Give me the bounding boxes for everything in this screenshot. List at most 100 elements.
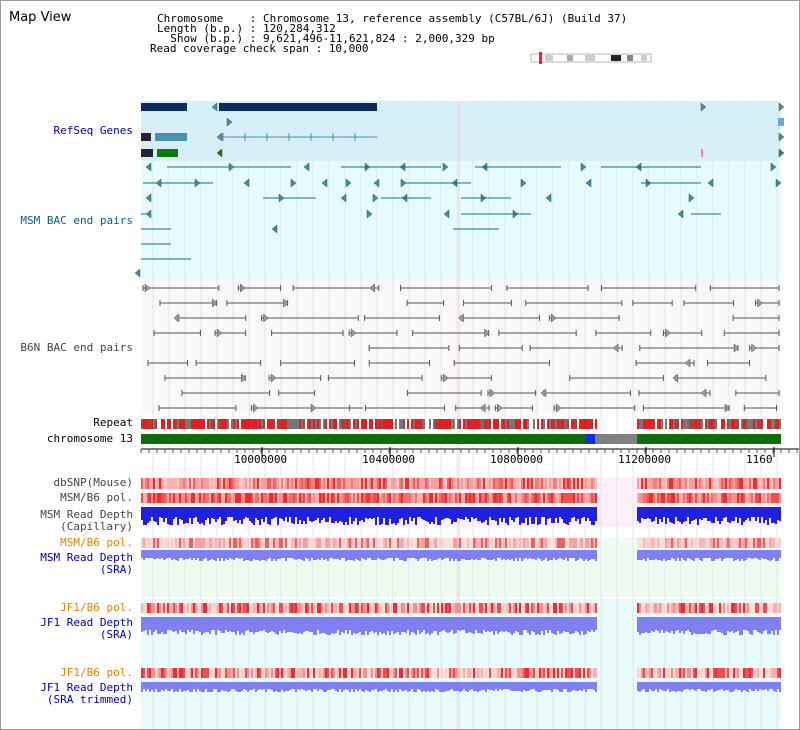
msm-pol-sra-heat-cell bbox=[517, 538, 519, 548]
track-label-b6n-bac[interactable]: B6N BAC end pairs bbox=[20, 341, 133, 354]
jf1-pol-heat-cell bbox=[285, 603, 287, 613]
track-label-msm-b6-pol-sra[interactable]: MSM/B6 pol. bbox=[60, 536, 133, 549]
msm-pol-heat-cell bbox=[185, 493, 187, 503]
track-label-msm-depth-capillary[interactable]: MSM Read Depth (Capillary) bbox=[40, 508, 133, 533]
track-label-dbsnp[interactable]: dbSNP(Mouse) bbox=[53, 476, 133, 489]
repeat-segment bbox=[233, 419, 235, 429]
jf1-depth-sra-bar bbox=[575, 617, 577, 631]
msm-pol-sra-heat-cell bbox=[159, 538, 161, 548]
msm-pol-sra-heat-cell bbox=[719, 538, 721, 548]
msm-depth-sra-bar bbox=[571, 550, 573, 558]
track-label-jf1-depth-trimmed[interactable]: JF1 Read Depth (SRA trimmed) bbox=[40, 681, 133, 706]
msm-depth-sra-bar bbox=[411, 550, 413, 558]
dbsnp-heat-cell bbox=[369, 478, 371, 489]
repeat-segment bbox=[419, 419, 421, 429]
dbsnp-heat-cell bbox=[643, 478, 645, 489]
jf1-pol-heat-cell bbox=[517, 603, 519, 613]
repeat-segment bbox=[165, 419, 167, 429]
repeat-segment bbox=[171, 419, 173, 429]
jf1-pol-trim-heat-cell bbox=[327, 668, 329, 678]
msm-pol-heat-cell bbox=[265, 493, 267, 503]
repeat-segment bbox=[247, 419, 249, 429]
jf1-pol-trim-heat-cell bbox=[679, 668, 681, 678]
jf1-pol-trim-heat-cell bbox=[649, 668, 651, 678]
jf1-pol-trim-heat-cell bbox=[393, 668, 395, 678]
jf1-depth-trim-bar bbox=[407, 682, 409, 692]
jf1-pol-trim-heat-cell bbox=[697, 668, 699, 678]
msm-pol-sra-heat-cell bbox=[401, 538, 403, 548]
jf1-depth-sra-bar bbox=[511, 617, 513, 635]
repeat-segment bbox=[235, 419, 237, 429]
jf1-depth-trim-bar bbox=[285, 682, 287, 691]
dbsnp-heat-cell bbox=[203, 478, 205, 489]
jf1-pol-trim-heat-cell bbox=[725, 668, 727, 678]
msm-depth-sra-bar bbox=[259, 550, 261, 561]
msm-depth-sra-bar bbox=[471, 550, 473, 559]
gene-strand-marker bbox=[216, 148, 223, 158]
jf1-depth-trim-bar bbox=[341, 682, 343, 692]
msm-depth-capillary-bar bbox=[557, 507, 559, 523]
msm-depth-capillary-bar bbox=[657, 507, 659, 524]
msm-depth-capillary-bar bbox=[317, 507, 319, 518]
msm-depth-sra-bar bbox=[141, 550, 143, 558]
dbsnp-heat-cell bbox=[645, 478, 647, 489]
dbsnp-heat-cell bbox=[537, 478, 539, 489]
dbsnp-heat-cell bbox=[485, 478, 487, 489]
msm-pol-heat-cell bbox=[313, 493, 315, 503]
jf1-pol-heat-cell bbox=[523, 603, 525, 613]
msm-pol-sra-heat-cell bbox=[689, 538, 691, 548]
jf1-depth-sra-bar bbox=[227, 617, 229, 632]
msm-depth-capillary-bar bbox=[271, 507, 273, 519]
axis-tick-label: 10400000 bbox=[362, 453, 416, 466]
jf1-depth-trim-bar bbox=[243, 682, 245, 689]
track-label-msm-depth-sra[interactable]: MSM Read Depth (SRA) bbox=[40, 551, 133, 576]
jf1-pol-heat-cell bbox=[477, 603, 479, 613]
jf1-pol-heat-cell bbox=[221, 603, 223, 613]
msm-depth-capillary-bar bbox=[585, 507, 587, 521]
msm-pol-sra-heat-cell bbox=[655, 538, 657, 548]
jf1-pol-heat-cell bbox=[719, 603, 721, 613]
msm-depth-sra-bar bbox=[359, 550, 361, 561]
msm-depth-sra-bar bbox=[533, 550, 535, 559]
jf1-depth-trim-bar bbox=[155, 682, 157, 689]
msm-pol-heat-cell bbox=[151, 493, 153, 503]
dbsnp-heat-cell bbox=[359, 478, 361, 489]
jf1-pol-trim-heat-cell bbox=[527, 668, 529, 678]
track-label-refseq[interactable]: RefSeq Genes bbox=[53, 124, 133, 137]
jf1-depth-trim-bar bbox=[655, 682, 657, 689]
msm-pol-sra-heat-cell bbox=[353, 538, 355, 548]
jf1-pol-trim-heat-cell bbox=[763, 668, 765, 678]
jf1-depth-trim-bar bbox=[359, 682, 361, 689]
gene-strand-marker bbox=[778, 132, 785, 142]
dbsnp-heat-cell bbox=[517, 478, 519, 489]
track-label-jf1-b6-pol[interactable]: JF1/B6 pol. bbox=[60, 601, 133, 614]
msm-depth-capillary-bar bbox=[755, 507, 757, 521]
jf1-depth-sra-bar bbox=[217, 617, 219, 630]
msm-depth-sra-bar bbox=[677, 550, 679, 558]
dbsnp-heat-cell bbox=[215, 478, 217, 489]
jf1-pol-trim-heat-cell bbox=[185, 668, 187, 678]
jf1-depth-trim-bar bbox=[729, 682, 731, 692]
msm-pol-sra-heat-cell bbox=[451, 538, 453, 548]
track-label-msm-bac[interactable]: MSM BAC end pairs bbox=[20, 214, 133, 227]
jf1-depth-trim-bar bbox=[181, 682, 183, 692]
jf1-depth-trim-bar bbox=[413, 682, 415, 692]
msm-depth-sra-bar bbox=[517, 550, 519, 561]
jf1-pol-trim-heat-cell bbox=[431, 668, 433, 678]
jf1-pol-trim-heat-cell bbox=[669, 668, 671, 678]
msm-depth-sra-bar bbox=[393, 550, 395, 561]
track-label-jf1-depth-sra[interactable]: JF1 Read Depth (SRA) bbox=[40, 616, 133, 641]
repeat-segment bbox=[581, 419, 583, 429]
repeat-segment bbox=[721, 419, 723, 429]
jf1-depth-sra-bar bbox=[307, 617, 309, 631]
repeat-segment bbox=[493, 419, 495, 429]
dbsnp-heat-cell bbox=[275, 478, 277, 489]
track-label-jf1-b6-pol-trimmed[interactable]: JF1/B6 pol. bbox=[60, 666, 133, 679]
repeat-segment bbox=[685, 419, 687, 429]
jf1-depth-sra-bar bbox=[641, 617, 643, 633]
msm-pol-heat-cell bbox=[737, 493, 739, 503]
jf1-depth-trim-bar bbox=[183, 682, 185, 691]
axis-tick-label: 1160 bbox=[746, 453, 773, 466]
track-label-msm-b6-pol[interactable]: MSM/B6 pol. bbox=[60, 491, 133, 504]
